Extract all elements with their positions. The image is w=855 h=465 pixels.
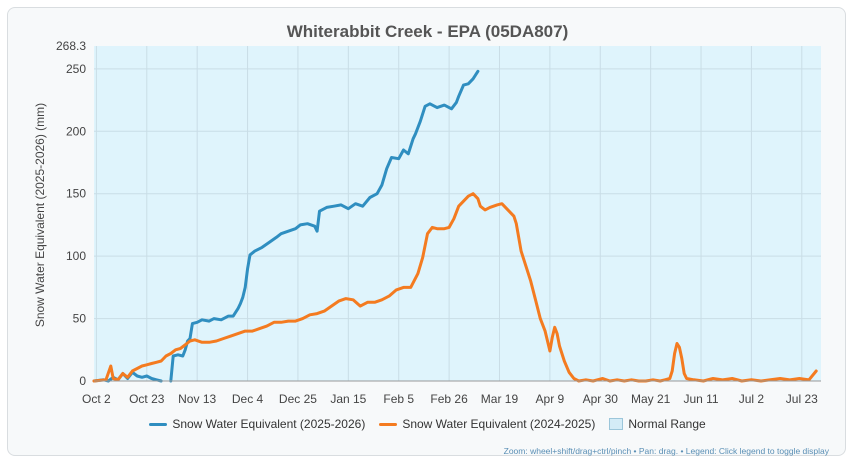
interaction-hint: Zoom: wheel+shift/drag+ctrl/pinch • Pan:… <box>503 446 829 456</box>
legend-swatch-2024-2025 <box>379 422 398 426</box>
legend-swatch-2025-2026 <box>149 422 168 426</box>
legend-item-2025-2026[interactable]: Snow Water Equivalent (2025-2026) <box>149 417 365 431</box>
y-axis-ticks: 0 50 100 150 200 250 268.3 <box>56 39 86 388</box>
x-tick-label: Mar 19 <box>481 392 519 406</box>
x-tick-label: May 21 <box>631 392 671 406</box>
y-tick-label: 50 <box>73 312 87 326</box>
legend-label-2025-2026: Snow Water Equivalent (2025-2026) <box>172 417 366 431</box>
x-tick-label: Dec 4 <box>232 392 264 406</box>
x-tick-label: Oct 2 <box>82 392 111 406</box>
legend-swatch-normal-range <box>609 418 624 430</box>
y-tick-label: 100 <box>66 249 86 263</box>
series-group <box>92 69 818 383</box>
x-tick-label: Feb 5 <box>383 392 414 406</box>
series-line-1[interactable] <box>92 192 818 383</box>
y-tick-label: 200 <box>66 124 86 138</box>
x-tick-label: Dec 25 <box>279 392 317 406</box>
y-tick-label-max: 268.3 <box>56 39 86 53</box>
x-tick-label: Jun 11 <box>683 392 718 406</box>
legend-label-2024-2025: Snow Water Equivalent (2024-2025) <box>402 417 596 431</box>
x-tick-label: Feb 26 <box>430 392 468 406</box>
x-axis-ticks: Oct 2 Oct 23 Nov 13 Dec 4 Dec 25 Jan 15 Feb 5 F… <box>82 392 818 406</box>
x-tick-label: Apr 9 <box>536 392 565 406</box>
chart-title: Whiterabbit Creek - EPA (05DA807) <box>286 22 569 41</box>
legend-label-normal-range: Normal Range <box>628 417 706 431</box>
x-tick-label: Jul 2 <box>739 392 765 406</box>
x-tick-label: Nov 13 <box>178 392 216 406</box>
x-tick-label: Apr 30 <box>583 392 619 406</box>
y-tick-label: 150 <box>66 187 86 201</box>
x-tick-label: Oct 23 <box>129 392 165 406</box>
legend-item-2024-2025[interactable]: Snow Water Equivalent (2024-2025) <box>379 417 595 431</box>
y-tick-label: 250 <box>66 62 86 76</box>
legend-item-normal-range[interactable]: Normal Range <box>609 417 706 431</box>
legend: Snow Water Equivalent (2025-2026) Snow W… <box>0 417 855 431</box>
y-tick-label: 0 <box>79 374 86 388</box>
x-tick-label: Jan 15 <box>330 392 366 406</box>
x-tick-label: Jul 23 <box>786 392 818 406</box>
